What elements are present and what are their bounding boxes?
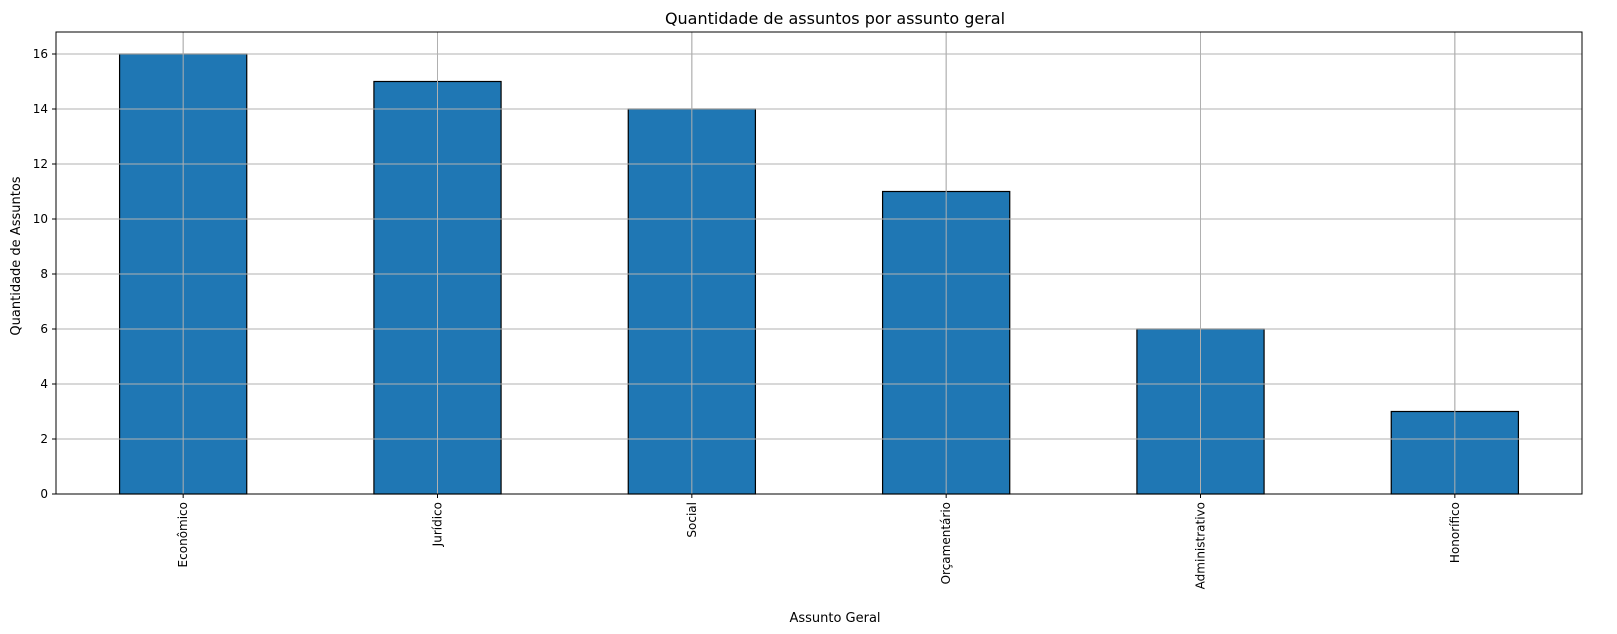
grid-layer (56, 32, 1582, 495)
chart-title: Quantidade de assuntos por assunto geral (665, 9, 1005, 28)
x-axis-title: Assunto Geral (789, 611, 880, 626)
y-axis-title: Quantidade de Assuntos (9, 176, 24, 335)
y-tick-label: 8 (40, 267, 48, 281)
x-tick-label: Econômico (176, 502, 190, 567)
y-tick-label: 6 (40, 322, 48, 336)
x-tick-label: Social (685, 502, 699, 538)
y-tick-label: 12 (33, 157, 48, 171)
y-tick-label: 10 (33, 212, 48, 226)
x-tick-label: Honorífico (1448, 502, 1462, 563)
y-tick-label: 0 (40, 487, 48, 501)
plot-frame (55, 31, 1583, 495)
y-tick-label: 2 (40, 432, 48, 446)
y-tick-label: 4 (40, 377, 48, 391)
x-tick-label: Orçamentário (939, 502, 953, 584)
y-tick-label: 16 (33, 47, 48, 61)
x-tick-label: Administrativo (1194, 502, 1208, 589)
bars-layer (56, 32, 1582, 495)
x-axis-ticks: Econômico Jurídico Social Orçamentário Admin… (176, 494, 1462, 589)
y-tick-label: 14 (33, 102, 48, 116)
y-axis-ticks: 0 2 4 6 8 10 12 14 16 (33, 47, 56, 501)
x-tick-label: Jurídico (431, 502, 445, 547)
